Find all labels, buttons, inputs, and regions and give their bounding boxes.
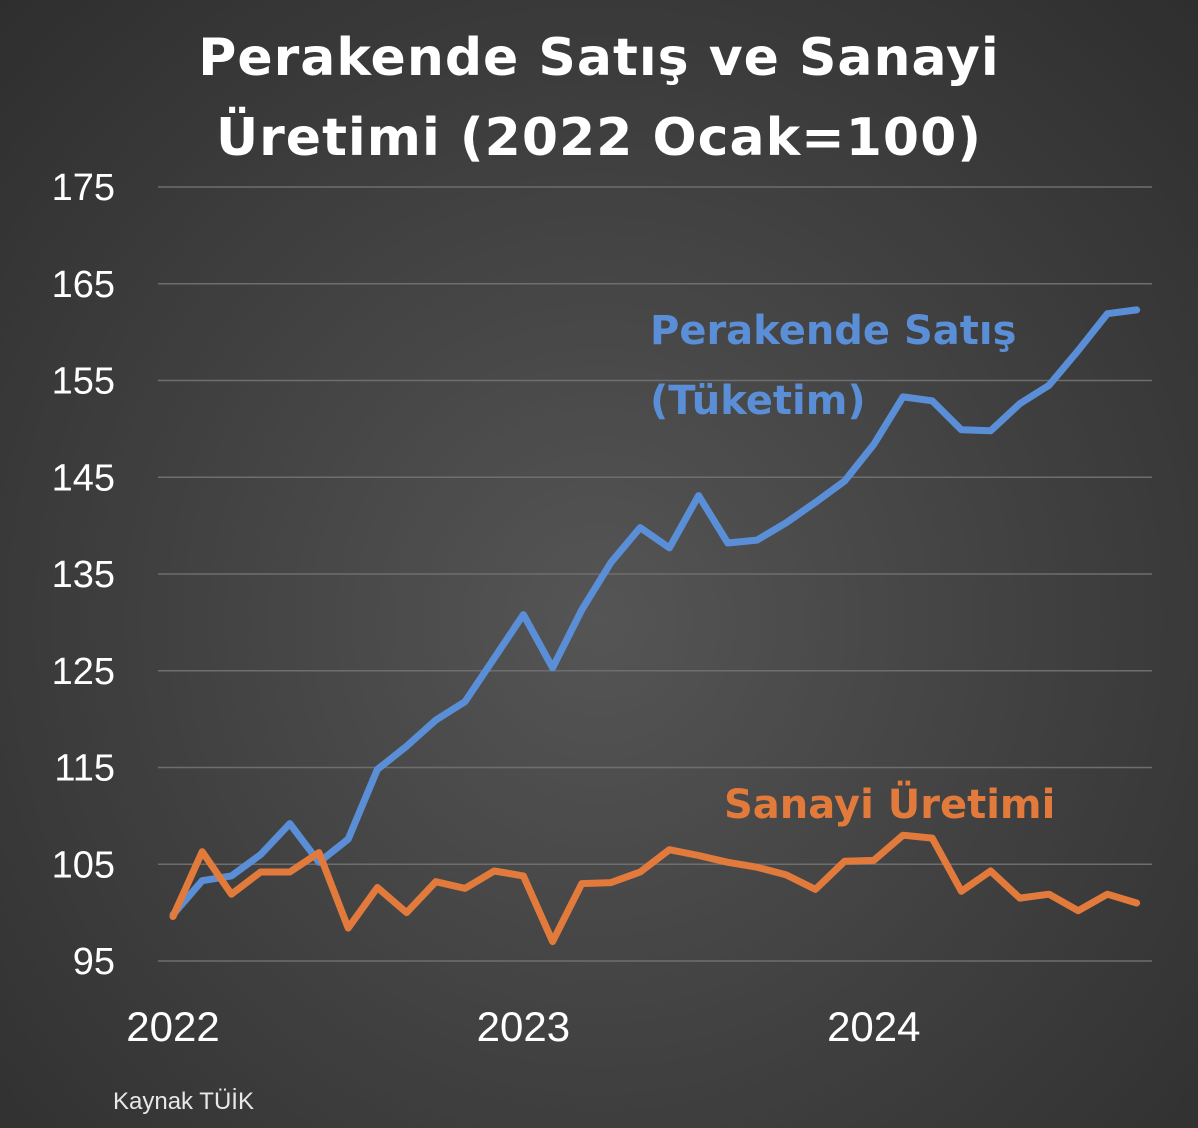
- x-tick-label-2023: 2023: [477, 1003, 570, 1050]
- x-axis-ticks: 2022 2023 2024: [126, 1003, 920, 1050]
- chart-title-line1: Perakende Satış ve Sanayi: [198, 28, 1000, 88]
- chart-title: Perakende Satış ve Sanayi Üretimi (2022 …: [0, 18, 1198, 178]
- y-tick-label-95: 95: [73, 941, 115, 983]
- y-tick-label-165: 165: [52, 264, 115, 306]
- series-line-retail: [169, 306, 1141, 919]
- x-tick-label-2024: 2024: [827, 1003, 920, 1050]
- y-axis-ticks: 95 105 115 125 135 145 155 165 175: [52, 167, 115, 983]
- y-tick-label-115: 115: [54, 748, 115, 790]
- series-label-industry-text: Sanayi Üretimi: [724, 782, 1056, 828]
- series-label-industry: Sanayi Üretimi: [724, 770, 1055, 840]
- series-label-retail: Perakende Satış (Tüketim): [650, 296, 1016, 436]
- series-line-industry: [169, 831, 1141, 946]
- series-label-retail-line2: (Tüketim): [650, 378, 866, 424]
- y-tick-label-175: 175: [52, 167, 115, 209]
- series-label-retail-line1: Perakende Satış: [650, 308, 1017, 354]
- series-lines: [169, 306, 1141, 946]
- x-tick-label-2022: 2022: [126, 1003, 219, 1050]
- source-note: Kaynak TÜİK: [113, 1088, 254, 1115]
- y-tick-label-155: 155: [52, 361, 115, 403]
- y-tick-label-105: 105: [52, 844, 115, 886]
- y-tick-label-125: 125: [52, 651, 115, 693]
- y-tick-label-135: 135: [52, 554, 115, 596]
- chart-title-line2: Üretimi (2022 Ocak=100): [215, 108, 983, 168]
- y-tick-label-145: 145: [52, 457, 115, 499]
